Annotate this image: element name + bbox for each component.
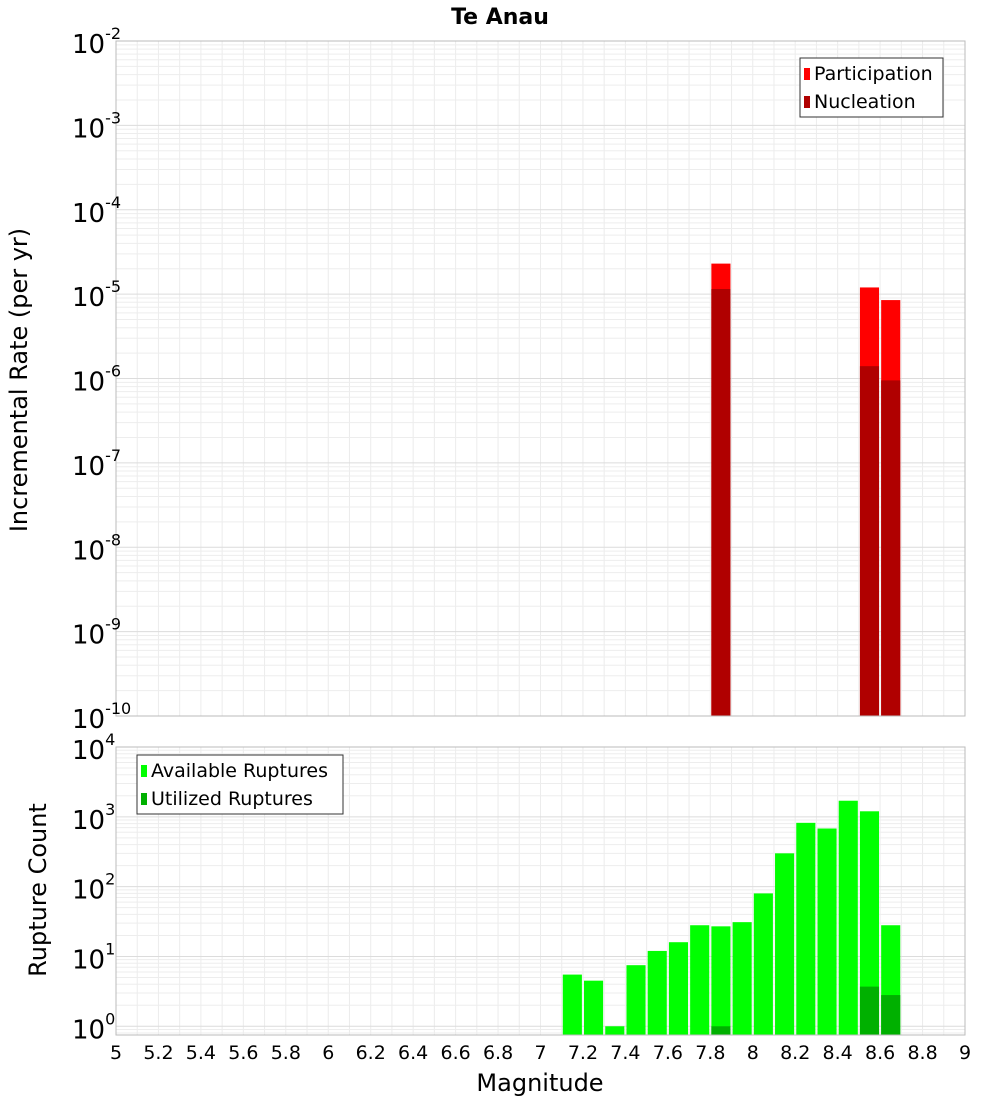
top-legend: Participation Nucleation bbox=[799, 57, 944, 118]
bottom-legend: Available Ruptures Utilized Ruptures bbox=[136, 754, 344, 815]
bottom-y-axis-label: Rupture Count bbox=[24, 803, 52, 977]
bottom-legend-label: Utilized Ruptures bbox=[151, 788, 313, 810]
top-y-tick-label: 10-10 bbox=[72, 699, 131, 735]
x-tick-label: 8.4 bbox=[823, 1042, 853, 1064]
x-tick-label: 7 bbox=[534, 1042, 546, 1064]
chart-title: Te Anau bbox=[451, 5, 549, 30]
top-y-axis-label: Incremental Rate (per yr) bbox=[5, 228, 33, 532]
top-y-tick-label: 10-4 bbox=[72, 193, 121, 229]
bottom-bar-available-ruptures-8.05 bbox=[753, 893, 773, 1035]
bottom-bar-available-ruptures-7.35 bbox=[605, 1026, 625, 1035]
top-bar-nucleation-8.65 bbox=[881, 380, 901, 716]
bottom-bar-available-ruptures-8.35 bbox=[817, 828, 837, 1035]
bottom-bar-available-ruptures-7.75 bbox=[690, 925, 710, 1035]
bottom-y-tick-label: 102 bbox=[72, 870, 115, 906]
x-axis-label: Magnitude bbox=[476, 1069, 603, 1097]
top-y-tick-label: 10-6 bbox=[72, 362, 121, 398]
top-plot-frame bbox=[115, 40, 966, 717]
x-tick-label: 5.4 bbox=[186, 1042, 216, 1064]
top-legend-swatch bbox=[804, 68, 810, 80]
bottom-y-tick-label: 103 bbox=[72, 800, 115, 836]
top-legend-label: Participation bbox=[814, 63, 933, 85]
top-series-nucleation bbox=[711, 289, 901, 716]
rupture-count-panel: 100 101 102 103 104 5 5.2 5.4 5.6 5.8 6 6.2 6.4 6.6 6.… bbox=[72, 730, 971, 1064]
bottom-plot-frame bbox=[115, 746, 966, 1036]
x-tick-label: 6.2 bbox=[356, 1042, 386, 1064]
top-y-tick-label: 10-5 bbox=[72, 277, 121, 313]
top-y-tick-label: 10-9 bbox=[72, 615, 121, 651]
top-gridlines bbox=[115, 41, 966, 717]
bottom-y-tick-label: 100 bbox=[72, 1009, 115, 1045]
bottom-legend-swatch bbox=[141, 765, 147, 777]
x-tick-label: 7.8 bbox=[695, 1042, 725, 1064]
top-y-tick-label: 10-2 bbox=[72, 24, 121, 60]
x-tick-label: 9 bbox=[959, 1042, 971, 1064]
bottom-y-tick-label: 104 bbox=[72, 730, 115, 766]
top-y-tick-label: 10-8 bbox=[72, 530, 121, 566]
bottom-legend-label: Available Ruptures bbox=[151, 760, 328, 782]
bottom-bar-available-ruptures-8.55 bbox=[859, 811, 880, 1035]
x-tick-label: 5 bbox=[110, 1042, 122, 1064]
top-legend-swatch bbox=[804, 96, 810, 108]
bottom-bar-utilized-ruptures-8.55 bbox=[859, 986, 880, 1035]
bottom-bar-utilized-ruptures-8.65 bbox=[881, 995, 901, 1035]
bottom-bar-available-ruptures-7.85 bbox=[711, 926, 731, 1035]
x-tick-label: 8.8 bbox=[907, 1042, 937, 1064]
bottom-bar-available-ruptures-8.15 bbox=[775, 853, 795, 1035]
top-y-tick-label: 10-3 bbox=[72, 108, 121, 144]
incremental-rate-panel: 10-10 10-9 10-8 10-7 10-6 10-5 10-4 10-3 10-2 Par… bbox=[72, 24, 966, 735]
bottom-bar-available-ruptures-7.55 bbox=[647, 950, 667, 1035]
bottom-y-ticks: 100 101 102 103 104 bbox=[72, 730, 115, 1045]
x-tick-label: 8.2 bbox=[780, 1042, 810, 1064]
x-tick-label: 8.6 bbox=[865, 1042, 895, 1064]
bottom-bar-available-ruptures-7.25 bbox=[584, 980, 604, 1035]
bottom-legend-swatch bbox=[141, 793, 147, 805]
bottom-bar-available-ruptures-7.15 bbox=[562, 974, 582, 1035]
x-tick-label: 6 bbox=[322, 1042, 334, 1064]
x-tick-label: 8 bbox=[747, 1042, 759, 1064]
top-legend-label: Nucleation bbox=[814, 91, 916, 113]
bottom-series-utilized-ruptures bbox=[711, 986, 901, 1035]
bottom-bar-available-ruptures-7.65 bbox=[668, 942, 689, 1035]
bottom-bar-available-ruptures-7.95 bbox=[732, 922, 752, 1035]
x-ticks: 5 5.2 5.4 5.6 5.8 6 6.2 6.4 6.6 6.8 7 7.2 7.4 7.6 7.8 8… bbox=[110, 1042, 971, 1064]
x-tick-label: 5.2 bbox=[143, 1042, 173, 1064]
x-tick-label: 7.2 bbox=[568, 1042, 598, 1064]
x-tick-label: 6.8 bbox=[483, 1042, 513, 1064]
bottom-bar-available-ruptures-7.45 bbox=[626, 965, 646, 1035]
top-bar-nucleation-8.55 bbox=[859, 366, 880, 716]
x-tick-label: 6.6 bbox=[440, 1042, 470, 1064]
bottom-bar-available-ruptures-8.25 bbox=[796, 822, 816, 1035]
top-bar-nucleation-7.85 bbox=[711, 289, 731, 716]
x-tick-label: 5.6 bbox=[228, 1042, 258, 1064]
x-tick-label: 6.4 bbox=[398, 1042, 428, 1064]
x-tick-label: 7.4 bbox=[610, 1042, 640, 1064]
bottom-bar-utilized-ruptures-7.85 bbox=[711, 1026, 731, 1035]
x-tick-label: 5.8 bbox=[271, 1042, 301, 1064]
x-tick-label: 7.6 bbox=[653, 1042, 683, 1064]
top-y-tick-label: 10-7 bbox=[72, 446, 121, 482]
top-y-ticks: 10-10 10-9 10-8 10-7 10-6 10-5 10-4 10-3 10-2 bbox=[72, 24, 131, 735]
bottom-bar-available-ruptures-8.45 bbox=[838, 800, 858, 1035]
bottom-y-tick-label: 101 bbox=[72, 939, 115, 975]
